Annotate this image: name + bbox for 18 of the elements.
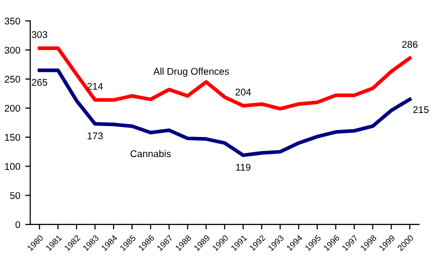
y-tick-label: 150 xyxy=(5,134,20,141)
y-tick-label: 0 xyxy=(15,221,20,228)
series-label: All Drug Offences xyxy=(153,68,229,77)
data-label: 303 xyxy=(32,31,48,38)
y-tick-label: 250 xyxy=(4,76,20,83)
data-label: 119 xyxy=(236,164,250,171)
data-label: 173 xyxy=(88,132,103,140)
y-tick-label: 300 xyxy=(4,46,20,54)
data-label: 204 xyxy=(236,88,251,96)
data-label: 215 xyxy=(413,106,429,114)
y-tick-label: 350 xyxy=(4,18,20,24)
y-tick-label: 100 xyxy=(5,163,20,170)
series-label: Cannabis xyxy=(130,150,171,158)
data-label: 286 xyxy=(402,40,418,48)
data-label: 265 xyxy=(32,78,48,86)
y-tick-label: 200 xyxy=(4,104,20,112)
data-label: 214 xyxy=(87,82,103,90)
y-tick-label: 50 xyxy=(10,192,20,199)
